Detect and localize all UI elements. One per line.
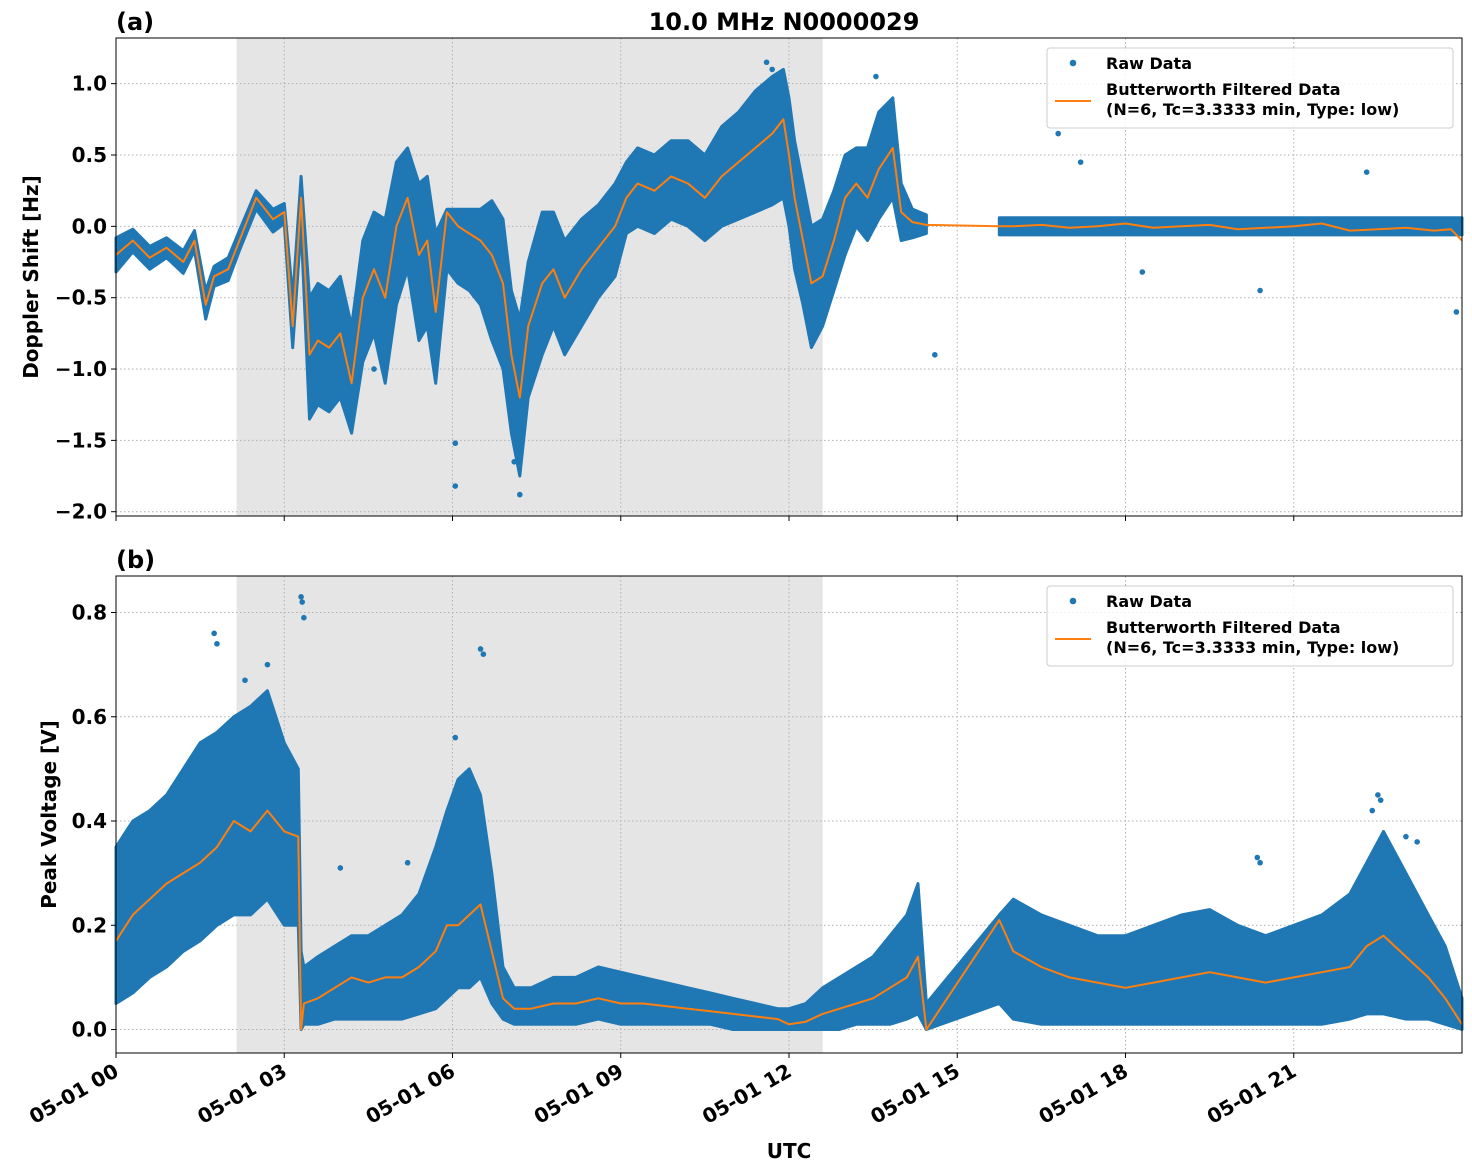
y-tick-label: −1.5 — [55, 428, 107, 452]
raw-data-outliers-a — [371, 59, 1460, 498]
y-tick-label: 0.2 — [72, 913, 107, 937]
legend-marker-raw-a — [1069, 59, 1077, 67]
x-tick-label: 05-01 18 — [1034, 1059, 1132, 1129]
x-tick-label: 05-01 09 — [530, 1059, 628, 1129]
x-tick-label: 05-01 06 — [361, 1059, 459, 1129]
panel-label-b: (b) — [116, 546, 155, 574]
raw-data-band — [114, 67, 928, 478]
raw-data-point — [337, 865, 344, 871]
raw-data-point — [1375, 792, 1381, 798]
y-tick-label: 0.0 — [72, 1018, 107, 1042]
raw-data-point — [1377, 797, 1384, 803]
x-tick-label: 05-01 00 — [25, 1059, 123, 1129]
y-tick-label: 0.5 — [72, 143, 107, 167]
raw-data-point — [517, 491, 523, 498]
legend-marker-raw-b — [1069, 597, 1077, 605]
raw-data-point — [214, 640, 220, 647]
raw-data-point — [1369, 807, 1376, 814]
legend-label-filtered-a: Butterworth Filtered Data — [1106, 80, 1341, 99]
x-tick-label: 05-01 15 — [866, 1059, 964, 1129]
raw-data-point — [452, 734, 459, 741]
y-ticks-a: 1.0 0.5 0.0 −0.5 −1.0 −1.5 −2.0 — [55, 72, 116, 524]
raw-data-point — [1139, 269, 1146, 275]
raw-data-point — [1257, 859, 1263, 866]
panel-b: (b) 0.8 0.6 0.4 0.2 0.0 Peak Voltage [V] Raw… — [25, 546, 1464, 1129]
raw-data-point — [477, 646, 484, 652]
legend-b: Raw Data Butterworth Filtered Data (N=6,… — [1046, 585, 1454, 667]
x-ticks-a — [115, 516, 1295, 521]
legend-label-filtered-b: Butterworth Filtered Data — [1106, 618, 1341, 637]
legend-label-raw-a: Raw Data — [1106, 54, 1192, 73]
raw-data-point — [873, 73, 879, 80]
panel-a: (a) 1.0 0.5 0.0 −0.5 −1.0 −1.5 −2.0 Doppler Sh… — [19, 8, 1464, 524]
legend-a: Raw Data Butterworth Filtered Data (N=6,… — [1046, 47, 1454, 129]
filtered-line-b — [115, 809, 1463, 1031]
x-axis-label: UTC — [767, 1139, 812, 1163]
legend-label-filtered-params-a: (N=6, Tc=3.3333 min, Type: low) — [1106, 100, 1399, 119]
y-tick-label: 0.8 — [72, 600, 107, 624]
raw-data-point — [1055, 130, 1061, 137]
raw-data-point — [301, 614, 307, 621]
filtered-series-line — [115, 118, 1463, 399]
raw-data-point — [299, 599, 305, 605]
y-axis-label-b: Peak Voltage [V] — [37, 720, 61, 909]
y-axis-label-a: Doppler Shift [Hz] — [19, 175, 43, 379]
y-tick-label: −2.0 — [55, 500, 107, 524]
plot-frame-a — [115, 37, 1463, 517]
raw-data-outliers-b — [211, 594, 1420, 871]
raw-data-point — [1431, 230, 1437, 237]
raw-data-point — [1363, 169, 1370, 175]
raw-data-point — [1453, 309, 1460, 315]
raw-data-point — [1254, 854, 1261, 861]
x-tick-labels: 05-01 00 05-01 03 05-01 06 05-01 09 05-01 12… — [25, 1059, 1300, 1129]
figure-title: 10.0 MHz N0000029 — [649, 8, 920, 36]
plot-frame-b — [115, 575, 1463, 1054]
raw-data-point — [511, 458, 517, 465]
raw-data-point — [1414, 839, 1420, 845]
legend-label-raw-b: Raw Data — [1106, 592, 1192, 611]
x-tick-label: 05-01 12 — [698, 1059, 796, 1129]
x-ticks-b — [115, 1053, 1295, 1058]
filtered-series-line — [115, 809, 1463, 1031]
raw-data-point — [452, 440, 459, 447]
y-tick-label: −0.5 — [55, 286, 107, 310]
raw-data-band-post-gap — [997, 216, 1464, 237]
y-tick-label: 0.0 — [72, 214, 107, 238]
y-tick-label: 0.6 — [72, 705, 107, 729]
raw-data-point — [480, 651, 487, 657]
y-ticks-b: 0.8 0.6 0.4 0.2 0.0 — [72, 600, 116, 1042]
raw-data-point — [452, 483, 459, 489]
raw-data-point — [371, 366, 377, 372]
y-tick-label: −1.0 — [55, 357, 107, 381]
raw-data-point — [264, 661, 271, 668]
filtered-line-a — [115, 118, 1463, 399]
raw-data-point — [1257, 287, 1263, 294]
raw-data-point — [404, 859, 411, 866]
legend-label-filtered-params-b: (N=6, Tc=3.3333 min, Type: low) — [1106, 638, 1399, 657]
legend-box-a — [1046, 47, 1454, 129]
raw-data-point — [1403, 833, 1409, 840]
y-tick-label: 0.4 — [72, 809, 107, 833]
raw-data-point — [211, 630, 217, 637]
panel-label-a: (a) — [116, 8, 154, 36]
y-tick-label: 1.0 — [72, 72, 107, 96]
x-tick-label: 05-01 21 — [1203, 1059, 1301, 1129]
x-tick-label: 05-01 03 — [193, 1059, 291, 1129]
raw-data-point — [298, 594, 304, 600]
raw-data-point — [1077, 159, 1084, 165]
raw-data-point — [242, 677, 248, 684]
raw-data-point — [932, 351, 938, 358]
raw-data-point — [769, 66, 775, 73]
raw-data-point — [763, 59, 770, 66]
legend-box-b — [1046, 585, 1454, 667]
